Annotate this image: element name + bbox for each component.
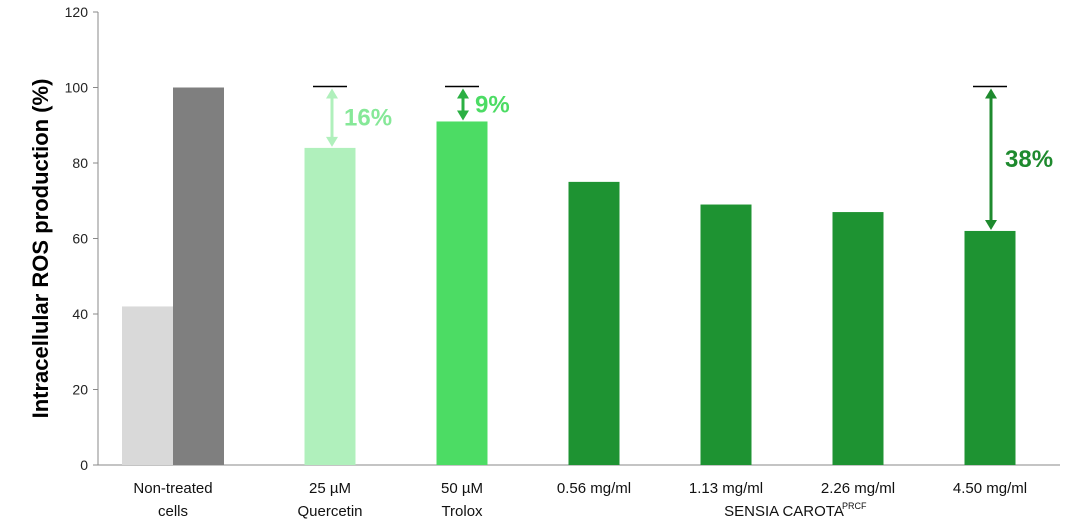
x-category-label: Quercetin <box>297 503 362 520</box>
y-tick-label: 20 <box>72 382 88 398</box>
arrow-head-down <box>326 136 338 147</box>
bar <box>700 204 752 465</box>
x-category-label: 0.56 mg/ml <box>557 480 631 497</box>
bar <box>122 306 173 465</box>
y-tick-label: 120 <box>65 4 89 20</box>
x-category-label: cells <box>158 503 188 520</box>
y-axis-title: Intracellular ROS production (%) <box>28 79 53 419</box>
x-category-label: 25 µM <box>309 480 351 497</box>
y-tick-label: 40 <box>72 306 88 322</box>
y-tick-label: 80 <box>72 155 88 171</box>
annotations: 16% 9% 38% <box>313 85 1053 230</box>
x-category-label: 2.26 mg/ml <box>821 480 895 497</box>
arrow-head-up <box>985 88 997 99</box>
group-label: SENSIA CAROTA <box>724 503 844 520</box>
arrow-head-up <box>457 88 469 99</box>
arrow-head-down <box>457 110 469 121</box>
y-tick-label: 0 <box>80 457 88 473</box>
labels: Intracellular ROS production (%) Non-trea… <box>28 79 1027 520</box>
x-category-label: Trolox <box>441 503 483 520</box>
bars <box>122 87 1016 465</box>
x-category-label: 50 µM <box>441 480 483 497</box>
arrow-head-down <box>985 219 997 230</box>
y-tick-label: 60 <box>72 231 88 247</box>
arrow-head-up <box>326 88 338 99</box>
difference-label: 9% <box>475 91 510 118</box>
x-category-label: Non-treated <box>133 480 212 497</box>
y-tick-label: 100 <box>65 80 89 96</box>
x-category-label: 4.50 mg/ml <box>953 480 1027 497</box>
bar <box>568 181 620 465</box>
bar <box>304 147 356 465</box>
bar <box>173 87 224 465</box>
bar <box>436 121 488 465</box>
difference-label: 16% <box>344 105 392 132</box>
bar <box>964 230 1016 465</box>
difference-label: 38% <box>1005 146 1053 173</box>
x-category-label: 1.13 mg/ml <box>689 480 763 497</box>
bar <box>832 212 884 465</box>
group-label-superscript: PRCF <box>842 501 867 511</box>
